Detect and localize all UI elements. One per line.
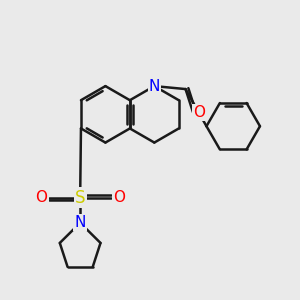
Text: N: N — [74, 215, 86, 230]
Text: O: O — [35, 190, 47, 205]
Text: N: N — [148, 79, 160, 94]
Text: O: O — [194, 105, 206, 120]
Text: O: O — [113, 190, 125, 205]
Text: S: S — [75, 189, 86, 207]
